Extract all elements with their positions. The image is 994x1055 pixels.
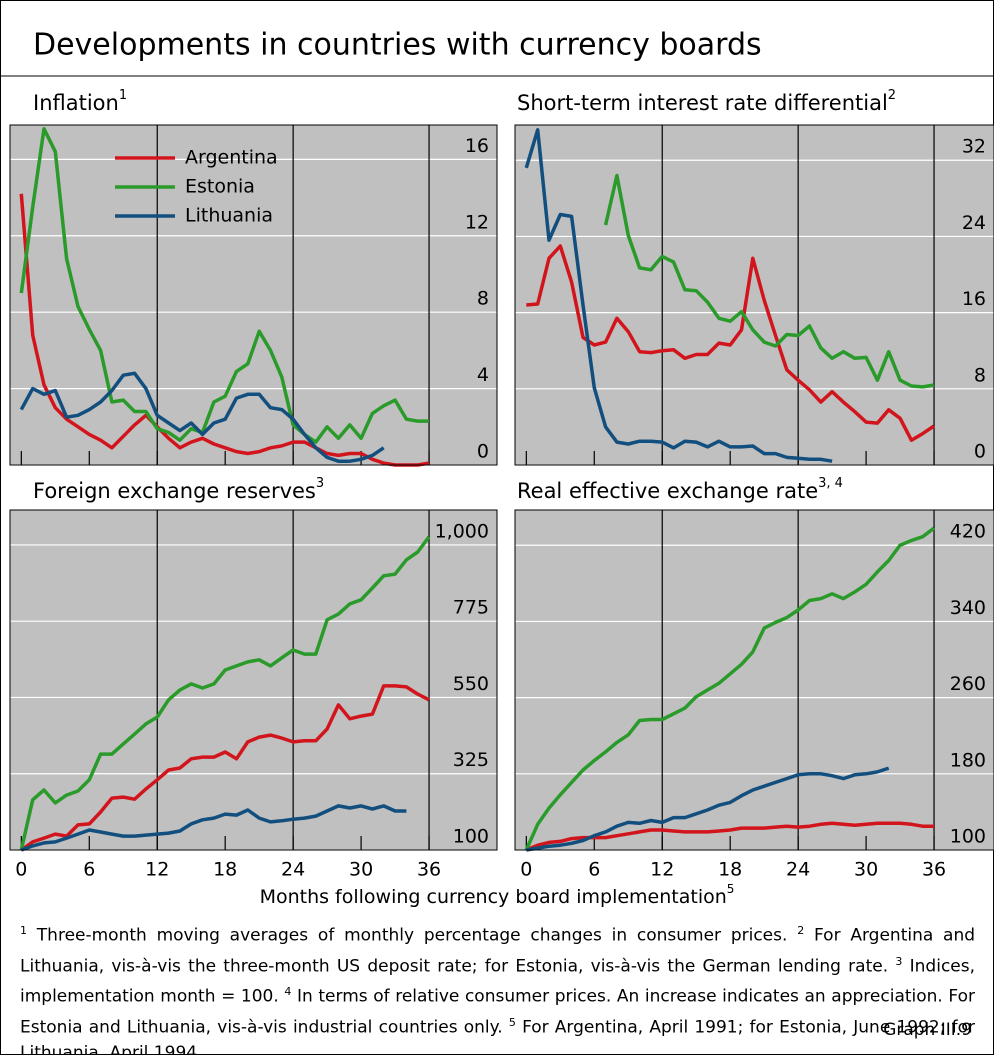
series-line <box>20 684 430 852</box>
x-tick-label: 24 <box>281 859 305 881</box>
page-title: Developments in countries with currency … <box>33 28 762 63</box>
x-tick-label: 18 <box>213 859 237 881</box>
x-axis-label-text: Months following currency board implemen… <box>260 886 727 908</box>
y-tick-label: 32 <box>962 136 986 158</box>
series-line <box>526 766 890 852</box>
footnote-mark: 3 <box>895 954 903 968</box>
footnote-text: For Argentina, April 1991; for Estonia, … <box>20 1017 976 1055</box>
x-tick-label: 30 <box>854 859 878 881</box>
panel-title-note: 3, 4 <box>818 476 843 491</box>
x-tick-label: 6 <box>83 859 95 881</box>
panel-title: Real effective exchange rate3, 4 <box>517 476 843 504</box>
y-tick-label: 12 <box>465 211 489 233</box>
panel: Short-term interest rate differential2 0 8… <box>514 88 994 466</box>
x-axis-label: Months following currency board implemen… <box>260 882 735 908</box>
footnote-text: In terms of relative consumer prices. An… <box>20 986 975 1038</box>
y-tick-label: 325 <box>453 749 489 771</box>
panel-title: Short-term interest rate differential2 <box>517 88 896 116</box>
series-line <box>19 127 429 444</box>
footnotes: 1 Three-month moving averages of monthly… <box>20 918 975 1055</box>
y-tick-label: 775 <box>453 597 489 619</box>
x-axis-label-note: 5 <box>727 882 735 896</box>
y-tick-label: 16 <box>962 288 986 310</box>
plot-background <box>515 510 994 850</box>
footnote-mark: 1 <box>20 924 27 937</box>
y-tick-label: 420 <box>950 521 986 543</box>
series-line <box>19 535 431 851</box>
y-tick-label: 0 <box>974 441 986 463</box>
y-tick-label: 180 <box>950 749 986 771</box>
footnote-mark: 5 <box>508 1015 516 1029</box>
plot-background <box>515 125 994 465</box>
legend-label: Lithuania <box>185 205 273 227</box>
x-tick-label: 36 <box>417 859 441 881</box>
y-tick-label: 550 <box>453 673 489 695</box>
x-tick-label: 24 <box>786 859 810 881</box>
series-line <box>19 193 430 467</box>
series-line <box>603 173 935 389</box>
panel-title-note: 3 <box>316 476 324 491</box>
plot-border <box>514 124 994 466</box>
panel-title-text: Short-term interest rate differential <box>517 91 888 115</box>
series-line <box>19 371 385 463</box>
panel-title-note: 2 <box>888 88 896 103</box>
plot-background <box>10 510 497 850</box>
legend-label: Estonia <box>185 176 255 198</box>
x-tick-label: 6 <box>588 859 600 881</box>
footnote-mark: 4 <box>284 985 292 999</box>
series-line <box>524 526 936 851</box>
x-tick-label: 12 <box>650 859 674 881</box>
plot-border <box>9 124 498 466</box>
x-tick-label: 30 <box>349 859 373 881</box>
legend-label: Argentina <box>185 147 278 169</box>
panel-title: Inflation1 <box>33 88 127 116</box>
panel: Foreign exchange reserves3 100 325 550 775 1,… <box>9 476 498 881</box>
footnote-text: For Argentina and Lithuania, vis-à-vis t… <box>20 925 976 977</box>
plot-border <box>514 509 994 851</box>
x-tick-label: 18 <box>718 859 742 881</box>
panel: Real effective exchange rate3, 410018026… <box>514 476 994 881</box>
footnote-text: Indices, implementation month = 100. <box>20 956 976 1007</box>
y-tick-label: 1,000 <box>435 520 489 542</box>
graph-label: Graph III.9 <box>883 1020 972 1040</box>
y-tick-label: 260 <box>950 673 986 695</box>
footnote-text: Three-month moving averages of monthly p… <box>36 925 788 946</box>
panel-title-text: Foreign exchange reserves <box>33 479 316 503</box>
panel-title-note: 1 <box>119 88 127 103</box>
y-tick-label: 0 <box>477 441 489 463</box>
y-tick-label: 100 <box>950 826 986 848</box>
y-tick-label: 8 <box>477 288 489 310</box>
panel: Inflation1 0 4 8 12 16 Argentina Estonia Lithuan… <box>9 88 498 467</box>
series-line <box>20 804 407 852</box>
panel-title-text: Inflation <box>33 91 119 115</box>
y-tick-label: 24 <box>962 212 986 234</box>
y-tick-label: 16 <box>465 135 489 157</box>
footnote-mark: 2 <box>797 924 805 937</box>
x-tick-label: 12 <box>145 859 169 881</box>
y-tick-label: 8 <box>974 364 986 386</box>
y-tick-label: 4 <box>477 364 489 386</box>
panel-title-text: Real effective exchange rate <box>517 479 818 503</box>
y-tick-label: 100 <box>453 826 489 848</box>
series-line <box>526 244 935 442</box>
x-tick-label: 0 <box>520 859 532 881</box>
panel-title: Foreign exchange reserves3 <box>33 476 324 504</box>
plot-border <box>9 509 498 851</box>
y-tick-label: 340 <box>950 597 986 619</box>
series-line <box>524 128 833 463</box>
x-tick-label: 0 <box>15 859 27 881</box>
x-tick-label: 36 <box>922 859 946 881</box>
